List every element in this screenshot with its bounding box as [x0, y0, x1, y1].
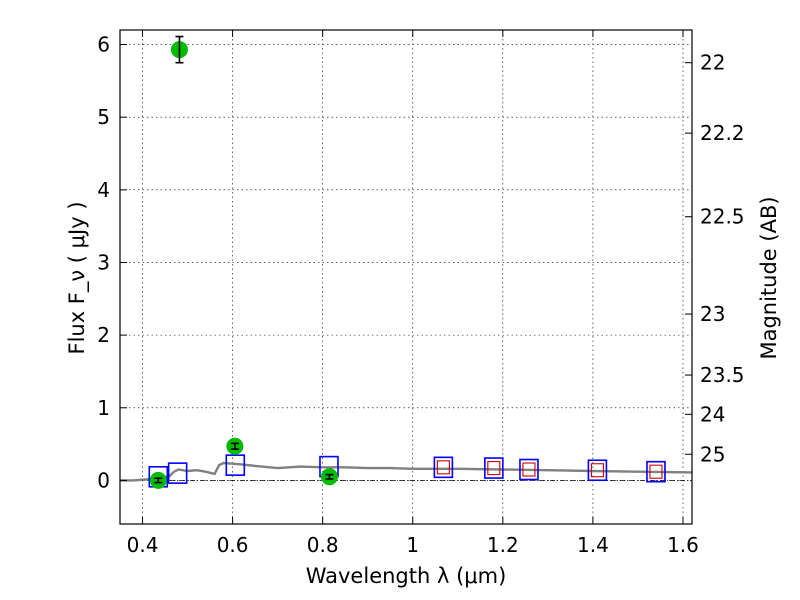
nir-band-square	[487, 461, 501, 476]
y-tick-label: 4	[97, 178, 110, 202]
model-band-square	[484, 457, 504, 479]
y2-axis-label: Magnitude (AB)	[757, 196, 781, 359]
x-axis-label: Wavelength λ (μm)	[306, 564, 507, 588]
y2-tick-label: 23.5	[700, 363, 745, 387]
y2-tick-label: 22.2	[700, 121, 745, 145]
y-tick-label: 6	[97, 33, 110, 57]
tick-labels: 0.4 0.6 0.8 1 1.2 1.4 1.601234562222.222.52323…	[97, 33, 744, 557]
x-tick-label: 0.4	[127, 533, 159, 557]
model-band-square	[646, 460, 666, 483]
x-tick-label: 0.6	[217, 533, 249, 557]
model-band-square	[587, 459, 608, 482]
x-tick-label: 0.8	[307, 533, 339, 557]
y2-tick-label: 24	[700, 402, 725, 426]
y2-tick-label: 22.5	[700, 205, 745, 229]
y-tick-label: 1	[97, 396, 110, 420]
model-band-square	[225, 454, 246, 476]
y2-tick-label: 25	[700, 442, 725, 466]
y2-tick-label: 22	[700, 51, 725, 75]
nir-band-square	[590, 463, 604, 478]
model-band-square	[167, 462, 188, 484]
ticks	[120, 30, 692, 524]
x-tick-label: 1.4	[577, 533, 609, 557]
grid	[120, 30, 692, 524]
plot-frame	[119, 29, 693, 525]
y-tick-label: 3	[97, 250, 110, 274]
nir-band-square	[436, 460, 450, 475]
y-tick-label: 5	[97, 105, 110, 129]
y-axis-label: Flux F_ν ( μJy )	[65, 201, 90, 354]
data-points-layer	[148, 35, 666, 489]
model-band-square	[433, 456, 454, 479]
model-band-square	[519, 458, 539, 481]
y-tick-label: 0	[97, 468, 110, 492]
y2-tick-label: 23	[700, 302, 725, 326]
nir-band-square	[649, 464, 663, 479]
y-tick-label: 2	[97, 323, 110, 347]
x-tick-label: 1.2	[487, 533, 519, 557]
x-tick-label: 1.6	[667, 533, 699, 557]
x-tick-label: 1	[406, 533, 419, 557]
nir-band-square	[522, 462, 536, 477]
